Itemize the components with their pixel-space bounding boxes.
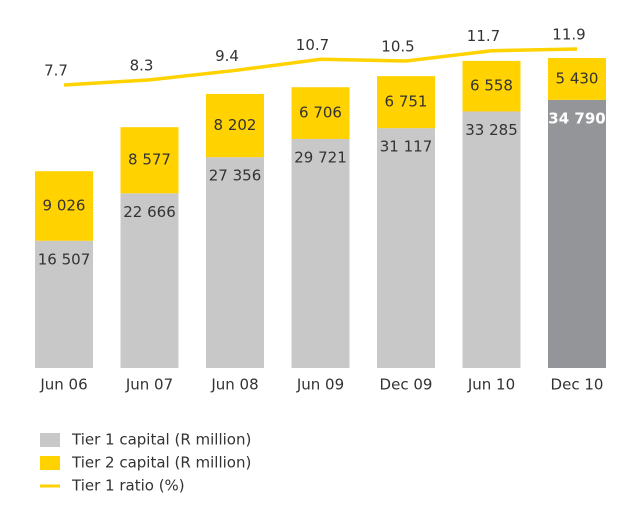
x-tick-label: Dec 09 [380, 376, 433, 394]
line-value-label: 11.7 [467, 27, 500, 45]
line-value-label: 10.5 [381, 38, 414, 56]
bar-segment [120, 193, 179, 368]
bar-segment [377, 76, 435, 129]
bar-segment [291, 87, 350, 139]
bar-segment [35, 171, 93, 241]
value-label: 6 558 [470, 77, 513, 95]
bar-segment [206, 157, 264, 368]
x-tick-label: Jun 08 [210, 376, 258, 394]
x-tick-label: Jun 10 [467, 376, 515, 394]
x-tick-label: Jun 06 [39, 376, 87, 394]
value-label: 9 026 [43, 196, 86, 214]
value-label: 6 706 [299, 104, 342, 122]
value-label: 5 430 [556, 69, 599, 87]
value-label: 31 117 [380, 138, 433, 156]
legend-swatch [40, 433, 60, 447]
value-label: 34 790 [548, 109, 605, 127]
value-label: 8 577 [128, 151, 171, 169]
bar-segment [35, 240, 93, 368]
legend-label: Tier 2 capital (R million) [71, 454, 251, 472]
x-tick-label: Jun 07 [125, 376, 173, 394]
legend-label: Tier 1 capital (R million) [71, 431, 251, 449]
x-tick-label: Dec 10 [551, 376, 604, 394]
legend-swatch [40, 456, 60, 470]
value-label: 22 666 [123, 203, 176, 221]
bar-segment [120, 127, 179, 194]
bar-segment [291, 138, 350, 368]
line-value-label: 10.7 [296, 36, 329, 54]
value-label: 8 202 [214, 116, 257, 134]
line [63, 47, 578, 87]
value-label: 6 751 [385, 93, 428, 111]
bar-segment [548, 99, 606, 369]
line-value-label: 9.4 [215, 47, 239, 65]
value-label: 29 721 [294, 148, 347, 166]
bar-segment [462, 111, 521, 368]
line-value-label: 7.7 [44, 62, 68, 80]
value-label: 27 356 [209, 167, 262, 185]
x-tick-label: Jun 09 [296, 376, 344, 394]
bar-segment [206, 93, 264, 158]
bar-segment [548, 58, 606, 100]
line-value-label: 8.3 [130, 56, 154, 74]
bar-segment [377, 128, 435, 368]
value-label: 16 507 [38, 250, 91, 268]
line-value-label: 11.9 [552, 26, 585, 44]
value-label: 33 285 [465, 121, 518, 139]
bar-segment [462, 60, 521, 112]
legend-label: Tier 1 ratio (%) [71, 477, 185, 495]
